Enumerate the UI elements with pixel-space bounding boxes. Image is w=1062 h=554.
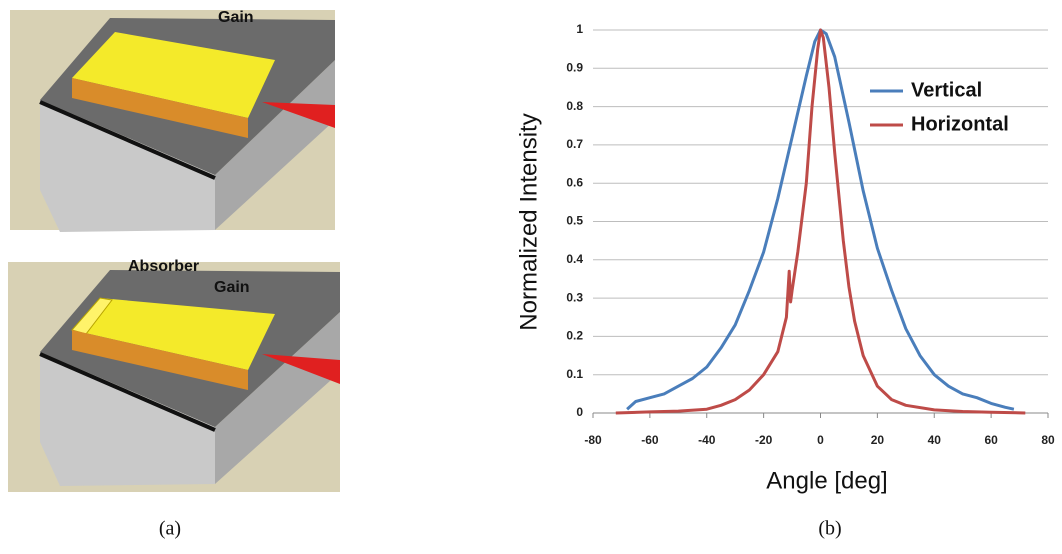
beam — [262, 354, 340, 384]
y-tick-label: 0.9 — [566, 60, 583, 74]
y-tick-label: 0.2 — [566, 329, 583, 343]
y-tick-label: 0.3 — [566, 290, 583, 304]
label: Gain — [214, 279, 250, 296]
ridge-side — [72, 330, 248, 390]
device-top: Gain — [10, 9, 335, 232]
x-tick-label: -40 — [698, 433, 716, 447]
front-face — [40, 352, 215, 486]
beam — [262, 102, 335, 128]
x-tick-label: -20 — [755, 433, 773, 447]
legend-label: Vertical — [911, 79, 982, 101]
x-tick-label: 60 — [984, 433, 998, 447]
y-axis-title: Normalized Intensity — [515, 113, 542, 330]
x-tick-label: 40 — [928, 433, 942, 447]
label: Gain — [218, 9, 254, 26]
x-tick-label: -60 — [641, 433, 659, 447]
device-bottom: Absorber Gain — [8, 258, 340, 492]
gain-ridge — [72, 32, 275, 118]
x-tick-label: -80 — [584, 433, 602, 447]
y-tick-label: 0.4 — [566, 252, 583, 266]
series-line — [615, 28, 1026, 415]
y-tick-label: 0 — [576, 405, 583, 419]
edge — [39, 100, 216, 180]
y-tick-label: 0.5 — [566, 214, 583, 228]
legend-label: Horizontal — [911, 113, 1009, 135]
side-face — [215, 60, 335, 230]
gain-ridge — [72, 298, 275, 370]
y-tick-label: 1 — [576, 22, 583, 36]
caption: (b) — [818, 518, 841, 540]
edge — [39, 352, 216, 432]
side-face — [215, 312, 340, 484]
label: Absorber — [128, 258, 199, 275]
y-tick-label: 0.1 — [566, 367, 583, 381]
x-tick-label: 20 — [871, 433, 885, 447]
y-tick-label: 0.7 — [566, 137, 583, 151]
x-axis-title: Angle [deg] — [766, 467, 887, 494]
x-tick-label: 80 — [1041, 433, 1055, 447]
y-tick-label: 0.6 — [566, 175, 583, 189]
front-face — [40, 100, 215, 232]
x-tick-label: 0 — [817, 433, 824, 447]
ridge-side — [72, 78, 248, 138]
y-tick-label: 0.8 — [566, 99, 583, 113]
caption: (a) — [159, 518, 181, 540]
